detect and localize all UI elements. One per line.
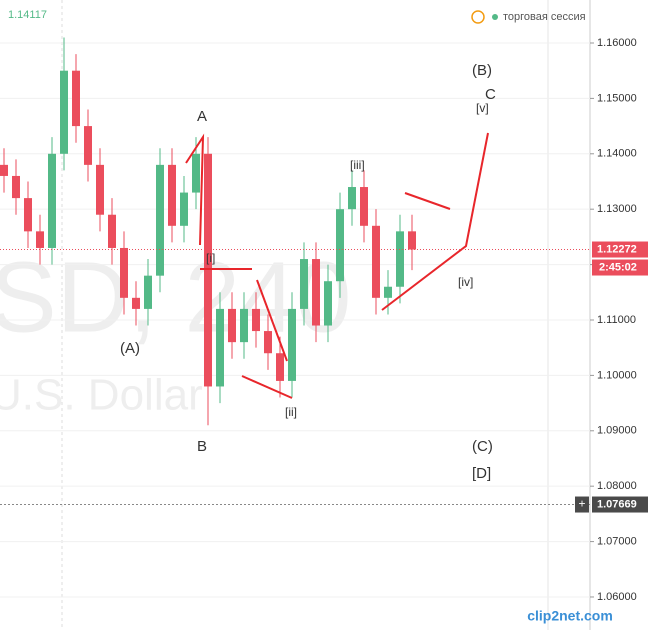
candle-body (168, 164, 176, 226)
annotations: A B (A) (B) C [v] [iii] [i] [ii] [iv] (C… (120, 62, 496, 482)
y-tick-label: 1.10000 (597, 369, 637, 381)
label: [ii] (285, 405, 297, 419)
last-price-box (592, 241, 648, 258)
cursor-plus: + (578, 497, 585, 511)
y-tick-label: 1.14000 (597, 148, 637, 160)
candle-body (324, 281, 332, 326)
candle-body (48, 153, 56, 248)
y-tick-label: 1.13000 (597, 203, 637, 215)
watermark-symbol: SD, 240 (0, 241, 351, 353)
candle-body (204, 153, 212, 387)
label: C (485, 86, 496, 103)
candle-body (36, 231, 44, 248)
candles (0, 37, 416, 426)
session-dot (492, 14, 498, 20)
candle-body (384, 286, 392, 298)
candle-body (300, 259, 308, 309)
watermark: SD, 240 U.S. Dollar (0, 241, 351, 419)
candle-body (24, 198, 32, 232)
y-tick-label: 1.08000 (597, 480, 637, 492)
candle-body (276, 353, 284, 381)
label: (A) (120, 340, 140, 357)
cursor-price-box (592, 496, 648, 513)
candle-body (348, 187, 356, 210)
candle-body (312, 259, 320, 326)
credit: clip2net.com (527, 608, 613, 624)
candle-body (336, 209, 344, 282)
y-tick-label: 1.09000 (597, 425, 637, 437)
candle-body (360, 187, 368, 226)
candle-body (252, 308, 260, 332)
y-tick-label: 1.16000 (597, 37, 637, 49)
session-icon[interactable] (471, 10, 485, 24)
timer-label: 2:45:02 (599, 261, 637, 273)
candle-body (192, 153, 200, 193)
timer-box (592, 259, 648, 276)
label: (B) (472, 62, 492, 79)
wave-line (241, 375, 293, 399)
wave-line (404, 192, 451, 210)
candle-body (156, 164, 164, 276)
cursor-plus-box (575, 496, 589, 513)
candle-body (396, 231, 404, 287)
candle-body (12, 175, 20, 199)
candle-body (120, 247, 128, 298)
candle-body (144, 275, 152, 309)
candle-body (60, 70, 68, 154)
header-price: 1.14117 (8, 9, 47, 21)
watermark-name: U.S. Dollar (0, 371, 203, 420)
candle-body (72, 70, 80, 127)
label: (C) (472, 438, 493, 455)
candle-body (372, 225, 380, 298)
candle-body (288, 308, 296, 381)
candle-body (264, 331, 272, 354)
last-price-label: 1.12272 (597, 243, 637, 255)
y-tick-label: 1.07000 (597, 535, 637, 547)
candle-body (96, 164, 104, 215)
y-tick-label: 1.11000 (597, 314, 636, 326)
candle-body (180, 192, 188, 226)
label: [iii] (350, 158, 365, 172)
y-tick-label: 1.15000 (597, 92, 637, 104)
candle-body (108, 214, 116, 248)
candle-body (84, 126, 92, 165)
session-label[interactable]: торговая сессия (503, 11, 586, 23)
candle-body (240, 308, 248, 343)
y-tick-label: 1.06000 (597, 591, 637, 603)
cursor-price-label: 1.07669 (597, 498, 637, 510)
label: B (197, 438, 207, 455)
label: [i] (206, 251, 215, 265)
wave-lines (185, 132, 489, 399)
candle-body (132, 297, 140, 309)
price-markers: 1.12272 2:45:02 + 1.07669 (0, 241, 648, 513)
label: [v] (476, 101, 489, 115)
candle-body (228, 308, 236, 343)
candle-body (216, 308, 224, 387)
candle-body (0, 164, 8, 176)
wave-line (185, 133, 205, 246)
label: [iv] (458, 275, 473, 289)
wave-line (381, 132, 489, 311)
label: [D] (472, 465, 491, 482)
label: A (197, 108, 207, 125)
wave-line (256, 279, 288, 362)
candle-body (408, 231, 416, 250)
